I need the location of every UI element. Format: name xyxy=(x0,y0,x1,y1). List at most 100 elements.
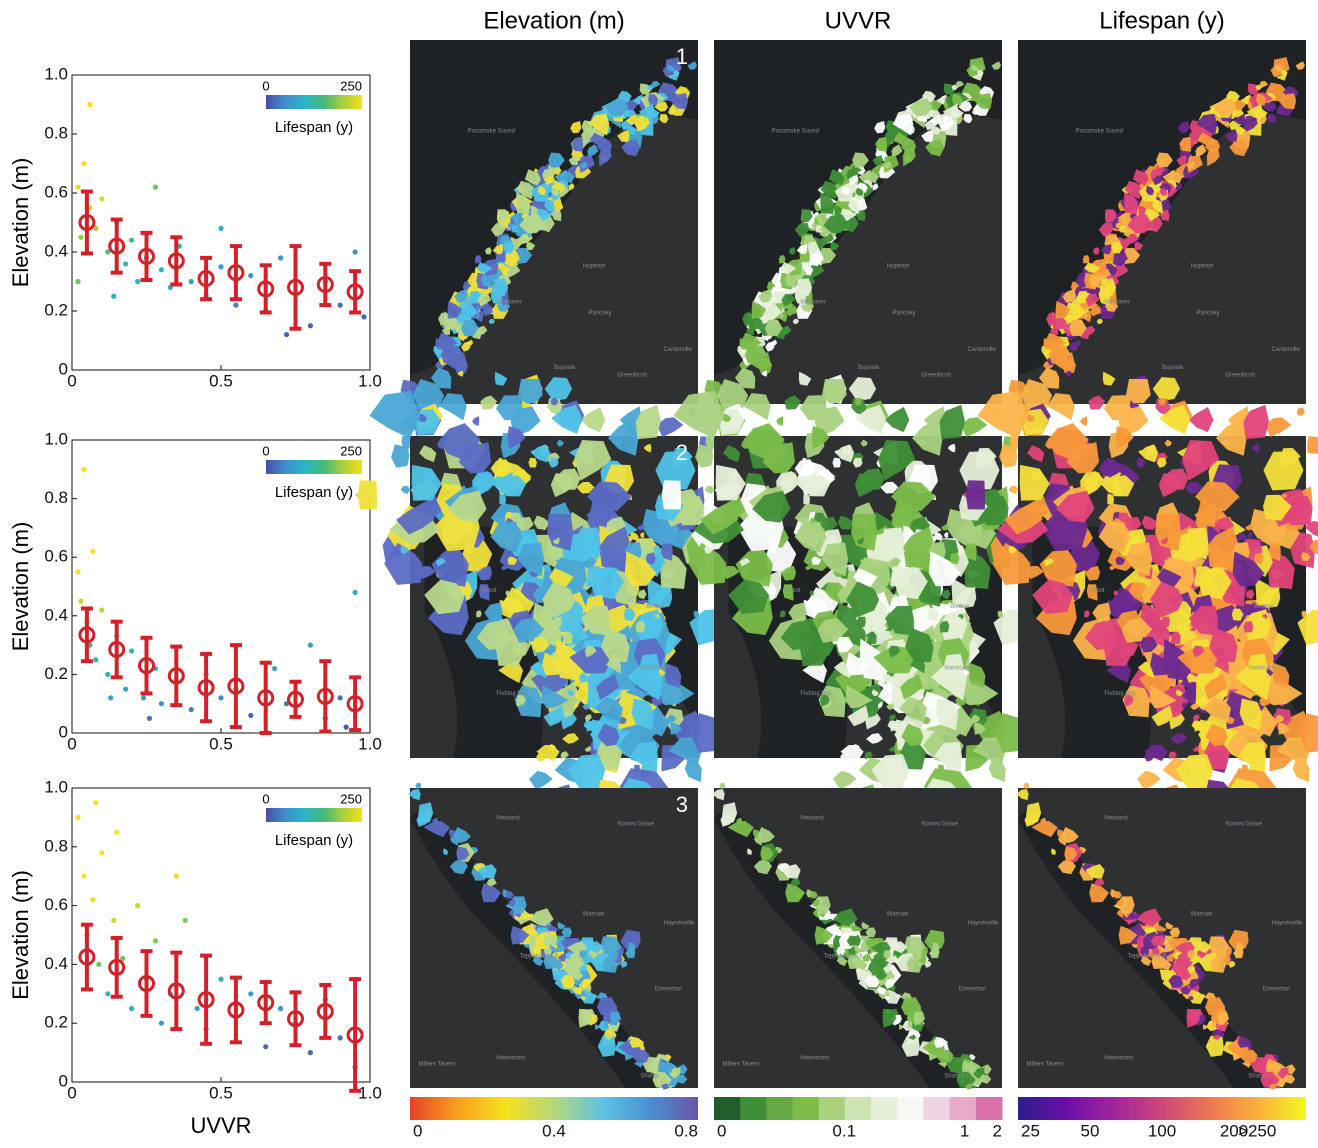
x-tick-label: 1.0 xyxy=(358,734,382,753)
colorbar-tick-label: 250 xyxy=(340,443,362,458)
marsh-patch xyxy=(604,1021,609,1028)
scatter-point xyxy=(96,962,101,967)
map-place: Centerville xyxy=(663,347,692,353)
scatter-point xyxy=(135,279,140,284)
points xyxy=(75,467,357,730)
map-place: Emmerton xyxy=(655,987,683,993)
scatter-point xyxy=(278,1006,283,1011)
y-tick-label: 0.4 xyxy=(44,605,68,624)
marsh-patch xyxy=(627,946,635,959)
scatter-point xyxy=(353,249,358,254)
marsh-patch xyxy=(401,486,411,494)
y-tick-label: 0.6 xyxy=(44,182,68,201)
scatter-point xyxy=(114,830,119,835)
map-place: Nanticoke xyxy=(944,665,971,671)
y-axis-label: Elevation (m) xyxy=(8,522,33,652)
map-place: Warsaw xyxy=(583,912,605,918)
map-place: Sharps xyxy=(640,1074,659,1080)
inset-colorbar xyxy=(266,460,362,474)
x-tick-label: 0.5 xyxy=(209,734,233,753)
scatter-point xyxy=(248,991,253,996)
colorbar-tick-label: 100 xyxy=(1148,1121,1176,1140)
marsh-patch xyxy=(581,407,606,432)
colorbar-tick-label: 250 xyxy=(340,78,362,93)
marsh-patch xyxy=(1265,417,1292,437)
scatter-point xyxy=(99,850,104,855)
map-number: 1 xyxy=(676,44,688,69)
x-tick-label: 1.0 xyxy=(358,1083,382,1102)
y-axis-label: Elevation (m) xyxy=(8,158,33,288)
scatter-point xyxy=(248,713,253,718)
colorbar xyxy=(410,1097,698,1120)
scatter-point xyxy=(90,549,95,554)
marsh-patch xyxy=(1009,486,1019,494)
scatter-point xyxy=(159,701,164,706)
map-place: Parksley xyxy=(1197,311,1220,317)
y-tick-label: 0.4 xyxy=(44,241,68,260)
map-panel: Pocomoke SoundWestoverHopetonParksleyBay… xyxy=(714,40,1002,404)
y-tick-label: 0.6 xyxy=(44,547,68,566)
marsh-patch xyxy=(662,480,681,509)
marsh-patch xyxy=(776,416,783,426)
scatter-point xyxy=(153,938,158,943)
scatter-point xyxy=(278,255,283,260)
map-place: Parksley xyxy=(893,311,916,317)
map-panel: Pocomoke SoundWestoverHopetonParksleyBay… xyxy=(1018,40,1306,404)
marsh-patch xyxy=(657,417,684,437)
colorbar-bin xyxy=(976,1097,1003,1120)
map-place: Pocomoke Sound xyxy=(1076,129,1123,135)
scatter-point xyxy=(105,672,110,677)
x-tick-label: 1.0 xyxy=(358,371,382,390)
colorbar-bin xyxy=(923,1097,950,1120)
marsh-patch xyxy=(1307,436,1318,454)
map-place: Centerville xyxy=(1271,347,1300,353)
map-place: Sharps xyxy=(1248,1074,1267,1080)
colorbar-bin xyxy=(897,1097,924,1120)
y-tick-label: 0 xyxy=(59,1071,68,1090)
marsh-patch xyxy=(391,444,409,467)
map-place: Tappahannock xyxy=(823,954,863,960)
colorbar-bin xyxy=(740,1097,767,1120)
y-tick-label: 0.2 xyxy=(44,300,68,319)
map-place: Haynesville xyxy=(1271,921,1302,927)
map-place: Greenbush xyxy=(1225,372,1255,378)
marsh-patch xyxy=(833,771,857,790)
y-tick-label: 1.0 xyxy=(44,64,68,83)
map-place: Bivalve xyxy=(646,604,666,610)
y-tick-label: 0 xyxy=(59,722,68,741)
scatter-point xyxy=(75,815,80,820)
colorbar-label: Lifespan (y) xyxy=(275,484,353,501)
map-place: Tappahannock xyxy=(1127,954,1167,960)
inset-colorbar xyxy=(266,808,362,822)
scatter-point xyxy=(308,1050,313,1055)
map-place: Nomini Grove xyxy=(1225,822,1262,828)
marsh-patch xyxy=(472,416,479,426)
colorbar xyxy=(1018,1097,1306,1120)
marsh-patch xyxy=(719,783,725,789)
map-place: Centerville xyxy=(967,347,996,353)
marsh-patch xyxy=(1023,783,1029,789)
scatter-point xyxy=(78,599,83,604)
scatter-point xyxy=(129,1006,134,1011)
scatter-point xyxy=(81,467,86,472)
scatter-point xyxy=(135,903,140,908)
map-place: Millers Tavern xyxy=(1027,1062,1064,1068)
colorbar-bin xyxy=(714,1097,741,1120)
y-tick-label: 0 xyxy=(59,359,68,378)
marsh-patch xyxy=(705,486,715,494)
map-place: Haynesville xyxy=(663,921,694,927)
marsh-patch xyxy=(528,458,537,468)
scatter-point xyxy=(233,303,238,308)
marsh-patch xyxy=(908,1021,913,1028)
map-place: Nomini Grove xyxy=(921,822,958,828)
scatter-point xyxy=(338,695,343,700)
scatter-point xyxy=(338,303,343,308)
scatter-point xyxy=(81,161,86,166)
x-axis-label: UVVR xyxy=(190,1113,251,1138)
colorbar-tick-label: 250 xyxy=(340,791,362,806)
marsh-patch xyxy=(885,407,910,432)
